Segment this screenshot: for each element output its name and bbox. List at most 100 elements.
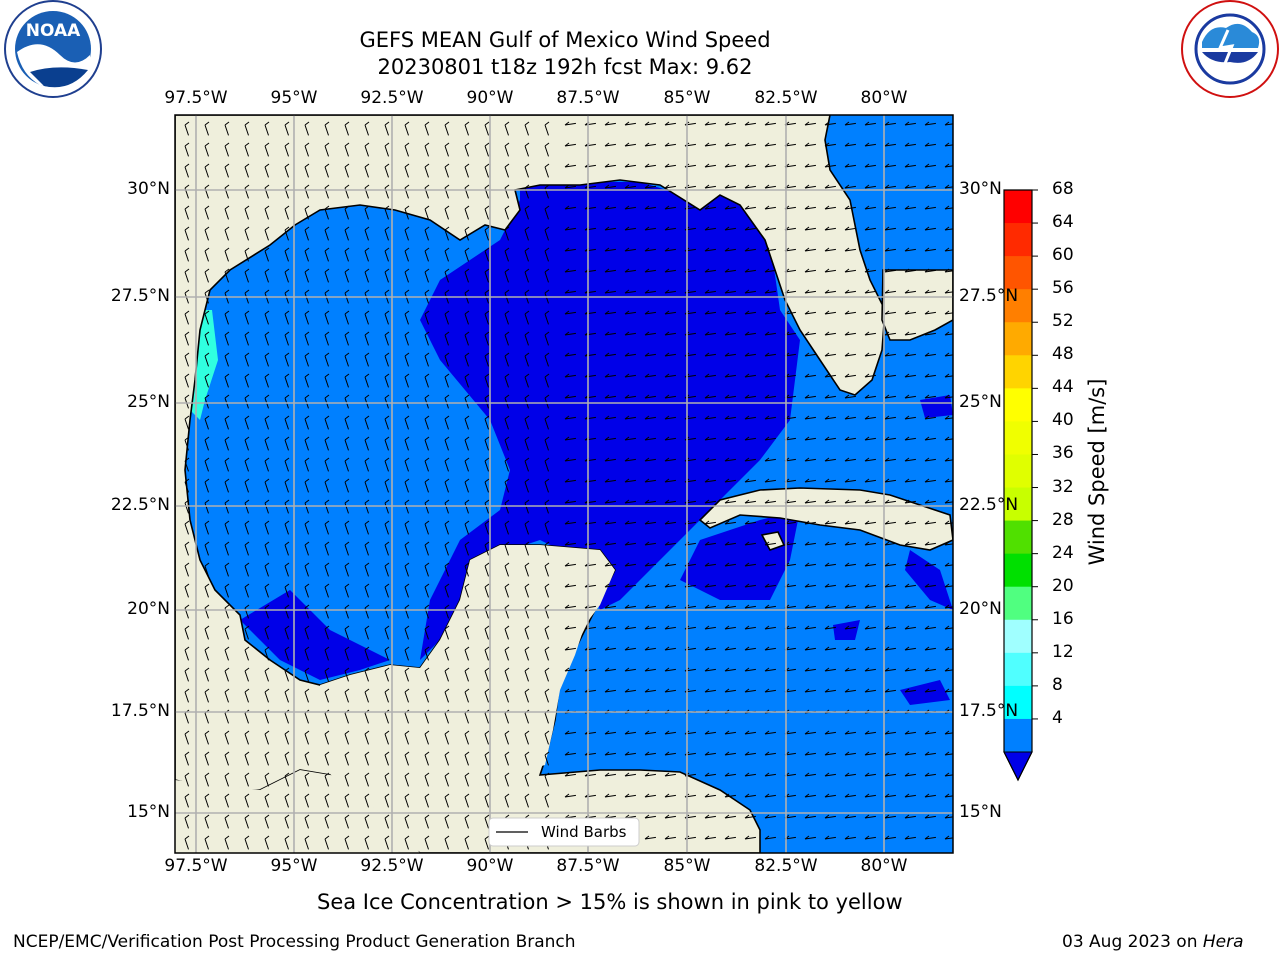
wind-barb xyxy=(904,688,916,693)
wind-barb xyxy=(404,226,410,241)
wind-barb xyxy=(244,478,250,493)
wind-barb xyxy=(424,478,430,493)
wind-barb xyxy=(944,163,953,168)
wind-barb xyxy=(344,415,350,430)
colorbar-segment xyxy=(1004,355,1032,389)
wind-barb xyxy=(264,730,270,745)
wind-barb xyxy=(864,667,876,672)
wind-barb xyxy=(484,247,490,262)
wind-barb xyxy=(264,583,270,598)
lon-label-top: 95°W xyxy=(270,88,318,108)
wind-barb xyxy=(404,562,410,577)
wind-barb xyxy=(204,142,210,157)
wind-barb xyxy=(304,373,310,388)
wind-barb xyxy=(264,814,270,829)
wind-barb xyxy=(724,793,736,798)
wind-barb xyxy=(324,772,330,787)
wind-barb xyxy=(384,562,390,577)
wind-barb xyxy=(184,331,190,346)
wind-barb xyxy=(624,247,636,252)
wind-barb xyxy=(344,562,350,577)
wind-barb xyxy=(444,268,450,283)
wind-barb xyxy=(484,835,490,850)
wind-barb xyxy=(444,520,450,535)
wind-barb xyxy=(624,205,636,210)
wind-barb xyxy=(944,415,953,420)
wind-barb xyxy=(804,541,816,546)
wind-barb xyxy=(624,163,636,168)
wind-barb xyxy=(744,331,756,336)
wind-barb xyxy=(484,646,490,661)
wind-barb xyxy=(824,142,836,147)
wind-barb xyxy=(564,688,576,693)
wind-barb xyxy=(944,121,953,126)
wind-barb xyxy=(904,415,916,420)
wind-barb xyxy=(704,268,716,273)
wind-barb xyxy=(844,751,856,756)
wind-barb xyxy=(324,415,330,430)
wind-barb xyxy=(544,310,550,325)
wind-barb xyxy=(604,268,616,273)
wind-barb xyxy=(324,289,330,304)
wind-barb xyxy=(764,772,776,777)
wind-barb xyxy=(624,310,636,315)
wind-barb xyxy=(624,772,636,777)
wind-barb xyxy=(284,646,290,661)
wind-barb xyxy=(664,520,676,525)
wind-barb xyxy=(344,163,350,178)
wind-barb xyxy=(864,646,876,651)
lon-label-top: 90°W xyxy=(466,88,514,108)
wind-barb xyxy=(244,352,250,367)
wind-barb xyxy=(324,226,330,241)
wind-barb xyxy=(864,205,876,210)
wind-barb xyxy=(844,163,856,168)
wind-barb xyxy=(924,478,936,483)
wind-barb xyxy=(764,646,776,651)
wind-barb xyxy=(644,520,656,525)
wind-barb xyxy=(504,646,510,661)
wind-barb xyxy=(224,520,230,535)
wind-barb xyxy=(604,478,616,483)
wind-barb xyxy=(224,373,230,388)
wind-barb xyxy=(424,310,430,325)
wind-barb xyxy=(384,268,390,283)
wind-barb xyxy=(244,772,250,787)
wind-barb xyxy=(824,835,836,840)
wind-barb xyxy=(624,541,636,546)
wind-barb xyxy=(524,499,530,514)
wind-barb xyxy=(284,625,290,640)
wind-barb xyxy=(764,310,776,315)
wind-barb xyxy=(624,793,636,798)
wind-barb xyxy=(424,688,430,703)
wind-barb xyxy=(844,835,856,840)
wind-barb xyxy=(704,583,716,588)
wind-barb xyxy=(224,121,230,136)
wind-barb xyxy=(484,730,490,745)
wind-barb xyxy=(364,289,370,304)
wind-barb xyxy=(724,751,736,756)
wind-barb xyxy=(264,499,270,514)
wind-barb xyxy=(704,562,716,567)
wind-barb xyxy=(904,163,916,168)
wind-barb xyxy=(444,793,450,808)
wind-barb xyxy=(704,373,716,378)
wind-barb xyxy=(644,205,656,210)
wind-barb xyxy=(204,163,210,178)
wind-barb xyxy=(284,520,290,535)
wind-barb xyxy=(204,814,210,829)
wind-barb xyxy=(624,415,636,420)
wind-barb xyxy=(644,646,656,651)
wind-barb xyxy=(544,121,550,136)
wind-barb xyxy=(184,415,190,430)
wind-barb xyxy=(644,226,656,231)
wind-barb xyxy=(924,289,936,294)
wind-barb xyxy=(624,499,636,504)
wind-barb xyxy=(764,436,776,441)
wind-barb xyxy=(404,142,410,157)
wind-barb xyxy=(744,646,756,651)
wind-barb xyxy=(564,289,576,294)
wind-barb xyxy=(604,352,616,357)
wind-barb xyxy=(844,604,856,609)
wind-barb xyxy=(464,562,470,577)
wind-barb xyxy=(604,541,616,546)
